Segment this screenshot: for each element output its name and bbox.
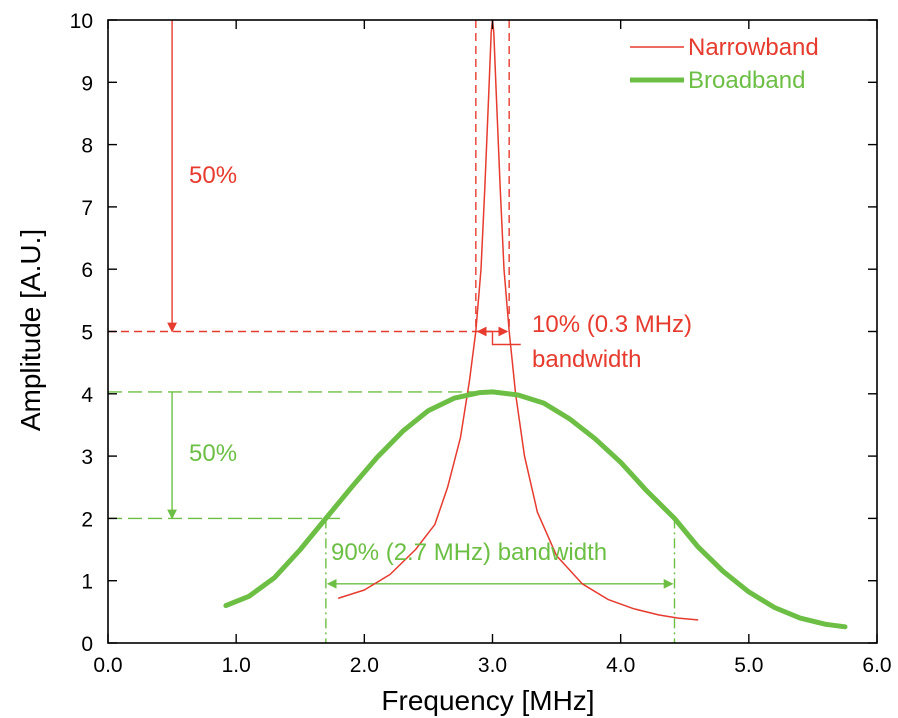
x-tick-label: 4.0 bbox=[606, 654, 635, 677]
y-tick-label: 3 bbox=[81, 446, 93, 469]
y-tick-label: 1 bbox=[81, 571, 93, 594]
y-tick-label: 2 bbox=[81, 508, 93, 531]
axes bbox=[107, 19, 878, 644]
y-tick-label: 10 bbox=[70, 10, 93, 33]
x-tick-label: 5.0 bbox=[734, 654, 763, 677]
annotation-labels: 50% 10% (0.3 MHz) bandwidth 50% 90% (2.7 MHz… bbox=[189, 162, 692, 566]
y-tick-label: 9 bbox=[81, 72, 93, 95]
x-axis-label: Frequency [MHz] bbox=[381, 685, 594, 716]
annotation-layer bbox=[108, 20, 676, 643]
x-tick-label: 0.0 bbox=[93, 654, 122, 677]
x-tick-label: 1.0 bbox=[222, 654, 251, 677]
narrowband-bandwidth-label-line2: bandwidth bbox=[532, 346, 641, 373]
x-tick-label: 3.0 bbox=[478, 654, 507, 677]
narrowband-50pct-label: 50% bbox=[189, 162, 237, 189]
y-tick-label: 7 bbox=[81, 197, 93, 220]
series-line-narrowband bbox=[337, 19, 699, 621]
x-tick-label: 6.0 bbox=[862, 654, 891, 677]
tick-labels: 0.0 1.0 2.0 3.0 4.0 5.0 6.0 0 1 2 3 4 5 6 7 8 9 10 bbox=[70, 10, 892, 677]
legend: Narrowband Broadband bbox=[630, 34, 819, 94]
legend-label-broadband: Broadband bbox=[688, 67, 805, 94]
y-tick-label: 0 bbox=[81, 633, 93, 656]
y-tick-label: 4 bbox=[81, 384, 93, 407]
y-tick-label: 6 bbox=[81, 259, 93, 282]
series-line-broadband bbox=[223, 389, 848, 630]
x-tick-label: 2.0 bbox=[350, 654, 379, 677]
y-tick-label: 5 bbox=[81, 322, 93, 345]
broadband-50pct-label: 50% bbox=[189, 440, 237, 467]
broadband-bandwidth-label: 90% (2.7 MHz) bandwidth bbox=[331, 539, 607, 566]
y-axis-label: Amplitude [A.U.] bbox=[15, 229, 46, 431]
narrowband-bandwidth-label: 10% (0.3 MHz) bbox=[532, 311, 692, 338]
legend-label-narrowband: Narrowband bbox=[688, 34, 819, 61]
series-layer bbox=[223, 19, 848, 630]
y-tick-label: 8 bbox=[81, 135, 93, 158]
narrowband-bandwidth-leader bbox=[491, 332, 521, 346]
